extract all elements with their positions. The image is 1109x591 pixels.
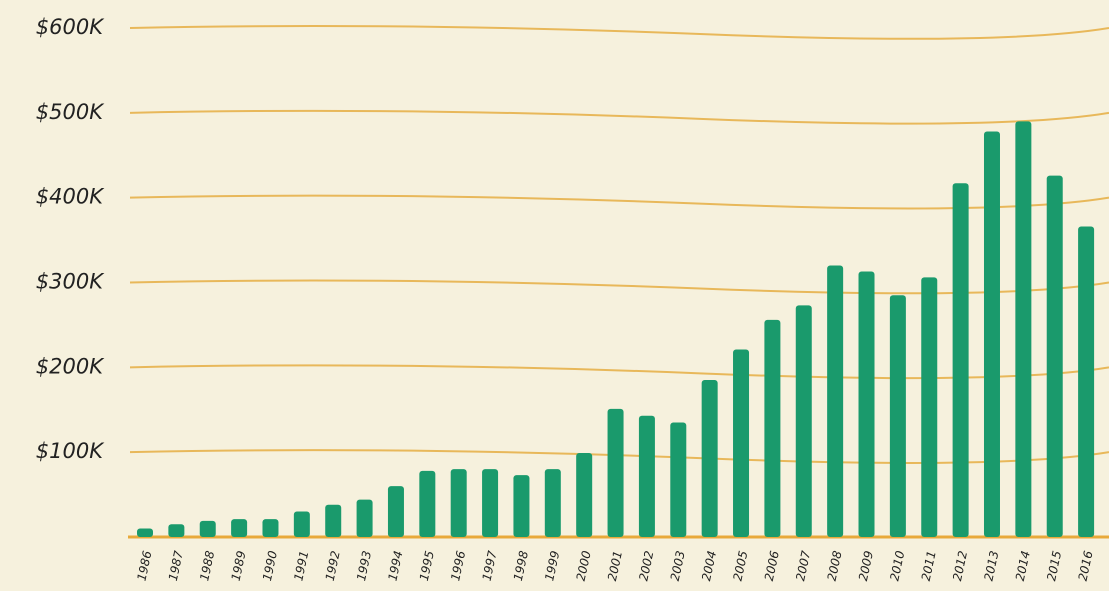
bar	[293, 511, 310, 537]
bar	[325, 504, 342, 537]
bar	[513, 475, 530, 537]
bar	[921, 277, 938, 537]
grid-line	[129, 449, 1109, 464]
x-tick-label: 2015	[1044, 550, 1064, 583]
bar	[952, 183, 969, 537]
y-tick-label: $500K	[36, 100, 105, 124]
bar	[983, 131, 1000, 537]
bar	[764, 319, 781, 537]
x-tick-label: 1991	[291, 550, 311, 583]
x-tick-label: 2009	[856, 550, 876, 583]
bar	[1015, 121, 1032, 538]
x-tick-label: 2008	[825, 549, 845, 582]
bar	[1078, 226, 1095, 537]
x-tick-label: 2010	[887, 549, 907, 582]
bar	[607, 408, 624, 537]
x-tick-label: 2012	[950, 550, 970, 583]
x-tick-label: 1997	[480, 549, 500, 582]
bar	[576, 453, 593, 537]
x-tick-label: 1994	[385, 550, 405, 583]
bar	[387, 486, 404, 537]
x-tick-label: 1992	[323, 550, 343, 583]
x-tick-label: 2011	[919, 550, 939, 583]
x-tick-label: 1987	[166, 549, 186, 582]
x-tick-label: 1989	[229, 550, 249, 583]
bar	[356, 499, 373, 537]
y-tick-label: $100K	[36, 439, 105, 463]
x-tick-label: 2004	[699, 550, 719, 583]
x-tick-label: 2016	[1076, 549, 1096, 582]
x-tick-label: 1998	[511, 549, 531, 582]
grid-line	[129, 109, 1109, 125]
bar	[1046, 175, 1063, 538]
bar	[889, 295, 906, 537]
x-tick-label: 2005	[731, 550, 751, 583]
bar	[482, 469, 499, 537]
grid-line	[129, 279, 1109, 295]
bar	[701, 380, 718, 537]
x-tick-label: 1993	[354, 550, 374, 583]
bar	[670, 422, 687, 537]
x-tick-label: 2006	[762, 549, 782, 582]
bar	[419, 470, 436, 537]
x-tick-label: 1995	[417, 550, 437, 583]
x-tick-label: 1999	[542, 550, 562, 583]
bar	[795, 305, 812, 537]
grid-line	[129, 194, 1109, 210]
x-tick-label: 1996	[448, 549, 468, 582]
x-tick-label: 2002	[636, 550, 656, 583]
bar	[827, 265, 844, 537]
x-tick-label: 2007	[793, 549, 813, 582]
bar	[262, 519, 279, 537]
x-tick-label: 1988	[197, 549, 217, 582]
x-tick-label: 1990	[260, 549, 280, 582]
bar	[199, 520, 216, 537]
grid-line	[129, 364, 1109, 380]
y-tick-label: $400K	[36, 185, 105, 209]
bar	[168, 524, 185, 537]
x-tick-label: 2013	[981, 550, 1001, 583]
x-tick-label: 1986	[134, 549, 154, 582]
y-tick-label: $300K	[36, 270, 105, 294]
bar	[231, 519, 248, 537]
x-tick-label: 2000	[574, 549, 594, 582]
x-tick-label: 2014	[1013, 550, 1033, 583]
x-tick-label: 2001	[605, 550, 625, 583]
grid-line	[129, 25, 1109, 40]
y-tick-label: $600K	[36, 15, 105, 39]
bar	[137, 528, 153, 537]
y-tick-label: $200K	[36, 354, 105, 378]
bar	[544, 469, 561, 537]
bar	[858, 271, 875, 537]
bar	[450, 469, 467, 537]
bar	[733, 349, 750, 537]
bar	[638, 415, 655, 537]
x-tick-label: 2003	[668, 550, 688, 583]
